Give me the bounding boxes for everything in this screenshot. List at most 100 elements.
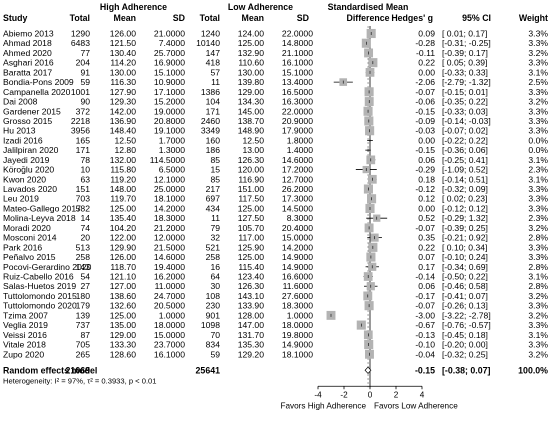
study-name: Baratta 2017: [3, 67, 52, 77]
high-mean-cell: 129.30: [110, 97, 137, 107]
low-sd-cell: 14.2000: [282, 242, 313, 252]
low-sd-cell: 14.8000: [282, 38, 313, 48]
study-name: Park 2016: [3, 242, 42, 252]
hedges-g-cell: -0.14: [415, 272, 435, 282]
hedges-g-cell: -0.06: [415, 97, 435, 107]
study-name: Tuttolomondo 2020: [3, 301, 77, 311]
hedges-g-cell: -0.07: [415, 87, 435, 97]
study-name: Abiemo 2013: [3, 29, 54, 39]
hedges-g-cell: -0.12: [415, 184, 435, 194]
header-low-total: Total: [200, 13, 220, 23]
hedges-g-cell: 0.06: [418, 281, 435, 291]
header-high-adherence: High Adherence: [100, 2, 167, 12]
high-total-cell: 90: [80, 97, 90, 107]
high-sd-cell: 1.0000: [159, 310, 186, 320]
high-mean-cell: 118.70: [110, 262, 136, 272]
low-mean-cell: 125.00: [238, 38, 265, 48]
ci-cell: [-3.22; -2.78]: [442, 310, 491, 320]
high-total-cell: 204: [76, 58, 91, 68]
high-sd-cell: 21.0000: [154, 29, 185, 39]
hedges-g-cell: 0.00: [418, 135, 435, 145]
ci-cell: [-0.33; 0.03]: [442, 106, 488, 116]
summary-weight: 100.0%: [518, 365, 548, 375]
low-total-cell: 30: [210, 281, 220, 291]
high-sd-cell: 15.1000: [154, 67, 185, 77]
high-total-cell: 151: [76, 184, 91, 194]
summary-hedges-g: -0.15: [415, 365, 435, 375]
hedges-g-cell: 0.00: [418, 203, 435, 213]
hedges-g-cell: 0.35: [418, 233, 435, 243]
ci-cell: [-0.15; 0.01]: [442, 87, 488, 97]
ci-cell: [-0.32; 0.25]: [442, 349, 488, 359]
low-mean-cell: 133.90: [238, 301, 265, 311]
high-total-cell: 74: [80, 223, 90, 233]
ci-cell: [-0.39; 0.25]: [442, 223, 488, 233]
weight-cell: 3.3%: [528, 242, 548, 252]
hedges-g-cell: 0.07: [418, 252, 435, 262]
low-mean-cell: 126.30: [238, 155, 265, 165]
low-total-cell: 11: [211, 213, 220, 223]
hedges-g-cell: 0.22: [418, 58, 435, 68]
low-mean-cell: 151.00: [238, 184, 265, 194]
low-sd-cell: 8.3000: [287, 213, 314, 223]
study-name: Jalilpiran 2020: [3, 145, 59, 155]
study-name: Asghari 2016: [3, 58, 54, 68]
study-name: Campanella 2020: [3, 87, 71, 97]
high-total-cell: 513: [76, 242, 91, 252]
ci-cell: [-0.29; 1.32]: [442, 213, 488, 223]
x-tick-label: -2: [340, 390, 348, 399]
low-mean-cell: 130.00: [238, 67, 265, 77]
header-study: Study: [3, 13, 28, 23]
low-sd-cell: 22.0000: [282, 29, 313, 39]
low-sd-cell: 15.1000: [282, 67, 313, 77]
hedges-g-cell: 0.06: [418, 155, 435, 165]
hedges-g-cell: 0.00: [418, 67, 435, 77]
header-low-sd: SD: [297, 13, 309, 23]
low-mean-cell: 13.00: [242, 145, 264, 155]
low-mean-cell: 105.70: [238, 223, 265, 233]
high-mean-cell: 121.50: [110, 38, 137, 48]
weight-cell: 3.2%: [528, 223, 548, 233]
low-total-cell: 1098: [201, 320, 220, 330]
study-name: Ahmed 2020: [3, 48, 52, 58]
ci-cell: [ 0.01; 0.17]: [442, 29, 487, 39]
ci-cell: [-0.14; 0.51]: [442, 174, 488, 184]
header-high-mean: Mean: [114, 13, 137, 23]
high-mean-cell: 135.40: [110, 213, 137, 223]
high-sd-cell: 21.5000: [154, 242, 185, 252]
low-mean-cell: 125.00: [238, 203, 265, 213]
high-total-cell: 10: [80, 165, 90, 175]
weight-cell: 3.3%: [528, 340, 548, 350]
low-total-cell: 57: [210, 67, 220, 77]
weight-cell: 0.0%: [528, 135, 548, 145]
low-sd-cell: 26.2000: [282, 184, 313, 194]
high-sd-cell: 20.5000: [154, 301, 185, 311]
high-total-cell: 59: [80, 77, 90, 87]
hedges-g-cell: -0.04: [415, 349, 435, 359]
low-mean-cell: 125.00: [238, 252, 265, 262]
ci-cell: [ 0.02; 0.23]: [442, 194, 487, 204]
high-total-cell: 1290: [71, 29, 90, 39]
x-tick-label: 0: [368, 390, 373, 399]
low-mean-cell: 126.30: [238, 281, 265, 291]
high-mean-cell: 12.80: [114, 145, 136, 155]
low-sd-cell: 14.9000: [282, 262, 313, 272]
hedges-g-cell: 0.17: [418, 262, 435, 272]
ci-cell: [-0.10; 0.24]: [442, 252, 488, 262]
low-total-cell: 2460: [201, 116, 220, 126]
high-sd-cell: 7.4000: [159, 38, 186, 48]
high-sd-cell: 25.7000: [154, 48, 185, 58]
low-mean-cell: 143.10: [238, 291, 265, 301]
high-total-cell: 91: [80, 67, 90, 77]
high-sd-cell: 21.2000: [154, 223, 185, 233]
header-high-sd: SD: [173, 13, 185, 23]
low-total-cell: 3349: [201, 126, 220, 136]
low-mean-cell: 132.90: [238, 48, 265, 58]
weight-cell: 3.1%: [528, 272, 548, 282]
high-total-cell: 143: [76, 262, 91, 272]
low-sd-cell: 17.9000: [282, 126, 313, 136]
summary-ci: [-0.38; 0.07]: [442, 365, 490, 375]
high-sd-cell: 18.0000: [154, 320, 185, 330]
weight-cell: 3.3%: [528, 116, 548, 126]
header-low-mean: Mean: [242, 13, 265, 23]
